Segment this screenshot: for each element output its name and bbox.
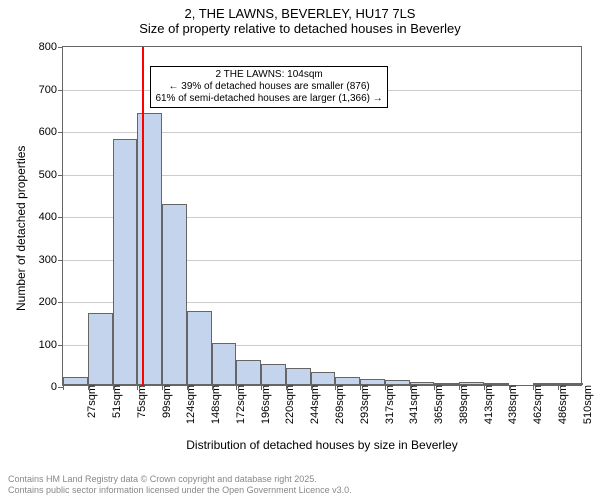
xtick-mark	[311, 385, 312, 390]
xtick-label: 148sqm	[204, 385, 222, 424]
xtick-mark	[63, 385, 64, 390]
xtick-label: 124sqm	[179, 385, 197, 424]
ytick-label: 200	[39, 296, 63, 308]
chart-title-line1: 2, THE LAWNS, BEVERLEY, HU17 7LS	[0, 6, 600, 21]
xtick-mark	[533, 385, 534, 390]
histogram-bar	[162, 204, 187, 385]
xtick-label: 196sqm	[254, 385, 272, 424]
histogram-bar	[137, 113, 162, 385]
xtick-label: 413sqm	[477, 385, 495, 424]
histogram-bar	[335, 377, 360, 385]
xtick-mark	[162, 385, 163, 390]
xtick-mark	[286, 385, 287, 390]
histogram-bar	[212, 343, 237, 386]
xtick-label: 27sqm	[80, 385, 98, 418]
ytick-label: 800	[39, 41, 63, 53]
xtick-label: 99sqm	[155, 385, 173, 418]
histogram-bar	[286, 368, 311, 385]
xtick-label: 75sqm	[130, 385, 148, 418]
xtick-label: 51sqm	[105, 385, 123, 418]
annotation-line: 61% of semi-detached houses are larger (…	[155, 93, 382, 105]
plot-region: 010020030040050060070080027sqm51sqm75sqm…	[62, 46, 582, 386]
xtick-mark	[509, 385, 510, 390]
xtick-mark	[434, 385, 435, 390]
histogram-bar	[236, 360, 261, 386]
ytick-label: 400	[39, 211, 63, 223]
y-axis-label: Number of detached properties	[14, 146, 28, 311]
chart-title-block: 2, THE LAWNS, BEVERLEY, HU17 7LS Size of…	[0, 0, 600, 36]
xtick-mark	[385, 385, 386, 390]
chart-area: 0 100 200 300 400 500 600 700 800 27sqm 51sqm 75sqm…	[0, 40, 600, 460]
xtick-label: 244sqm	[303, 385, 321, 424]
xtick-label: 462sqm	[526, 385, 544, 424]
xtick-label: 293sqm	[353, 385, 371, 424]
xtick-mark	[88, 385, 89, 390]
footer-line1: Contains HM Land Registry data © Crown c…	[8, 474, 352, 485]
ytick-label: 0	[51, 381, 63, 393]
xtick-label: 486sqm	[551, 385, 569, 424]
annotation-line: ← 39% of detached houses are smaller (87…	[155, 81, 382, 93]
footer-line2: Contains public sector information licen…	[8, 485, 352, 496]
xtick-mark	[558, 385, 559, 390]
xtick-label: 172sqm	[229, 385, 247, 424]
xtick-mark	[113, 385, 114, 390]
ytick-label: 700	[39, 84, 63, 96]
xtick-mark	[187, 385, 188, 390]
xtick-mark	[360, 385, 361, 390]
attribution-footer: Contains HM Land Registry data © Crown c…	[8, 474, 352, 496]
reference-line	[142, 47, 144, 385]
xtick-label: 389sqm	[452, 385, 470, 424]
ytick-label: 100	[39, 339, 63, 351]
xtick-mark	[212, 385, 213, 390]
chart-title-line2: Size of property relative to detached ho…	[0, 21, 600, 36]
ytick-label: 300	[39, 254, 63, 266]
histogram-bar	[63, 377, 88, 386]
xtick-label: 510sqm	[576, 385, 594, 424]
xtick-label: 341sqm	[402, 385, 420, 424]
xtick-mark	[335, 385, 336, 390]
xtick-mark	[137, 385, 138, 390]
x-axis-label: Distribution of detached houses by size …	[172, 438, 472, 452]
histogram-bar	[187, 311, 212, 385]
xtick-label: 220sqm	[278, 385, 296, 424]
xtick-label: 438sqm	[501, 385, 519, 424]
xtick-mark	[484, 385, 485, 390]
histogram-bar	[88, 313, 113, 385]
xtick-label: 365sqm	[427, 385, 445, 424]
xtick-label: 317sqm	[378, 385, 396, 424]
xtick-mark	[410, 385, 411, 390]
ytick-label: 600	[39, 126, 63, 138]
histogram-bar	[311, 372, 336, 385]
annotation-box: 2 THE LAWNS: 104sqm← 39% of detached hou…	[150, 66, 387, 108]
ytick-label: 500	[39, 169, 63, 181]
xtick-mark	[459, 385, 460, 390]
xtick-label: 269sqm	[328, 385, 346, 424]
histogram-bar	[261, 364, 286, 385]
xtick-mark	[261, 385, 262, 390]
xtick-mark	[236, 385, 237, 390]
histogram-bar	[113, 139, 138, 386]
annotation-line: 2 THE LAWNS: 104sqm	[155, 69, 382, 81]
